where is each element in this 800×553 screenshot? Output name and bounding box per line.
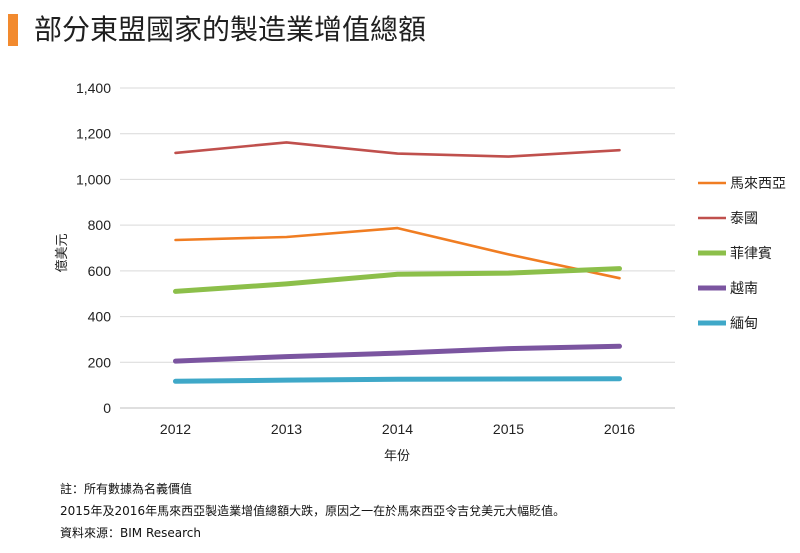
series-3-line <box>173 266 622 294</box>
y-axis-label: 億美元 <box>54 233 69 272</box>
legend-label: 越南 <box>730 280 758 296</box>
page-title: 部分東盟國家的製造業增值總額 <box>34 13 427 46</box>
note-nominal-value: 註：所有數據為名義價值 <box>60 482 193 496</box>
y-tick-label: 400 <box>88 309 112 325</box>
gridlines <box>120 87 675 409</box>
x-axis-ticks: 2012 2013 2014 2015 2016 <box>160 421 635 437</box>
legend-label: 緬甸 <box>730 315 758 331</box>
y-tick-label: 200 <box>88 354 112 370</box>
footnotes: 註：所有數據為名義價值 2015年及2016年馬來西亞製造業增值總額大跌，原因之… <box>60 478 565 544</box>
legend-label: 馬來西亞 <box>730 175 786 191</box>
series-lines <box>173 141 622 384</box>
y-tick-label: 0 <box>103 400 111 416</box>
y-tick-label: 600 <box>88 263 112 279</box>
series-2-line <box>174 141 621 158</box>
y-tick-label: 1,200 <box>76 126 111 142</box>
x-axis-label: 年份 <box>384 448 410 463</box>
x-tick-label: 2013 <box>271 421 302 437</box>
y-tick-label: 800 <box>88 217 112 233</box>
legend-label: 菲律賓 <box>730 245 772 261</box>
series-5-line <box>173 376 622 384</box>
header: 部分東盟國家的製造業增值總額 <box>0 0 800 60</box>
y-tick-label: 1,400 <box>76 80 111 96</box>
x-tick-label: 2016 <box>604 421 635 437</box>
chart-container: 0 200 400 600 800 1,000 1,200 1,400 2012 2013 201… <box>0 60 800 470</box>
y-axis-ticks: 0 200 400 600 800 1,000 1,200 1,400 <box>76 80 111 416</box>
legend-label: 泰國 <box>730 210 758 226</box>
series-1-line <box>174 226 621 280</box>
title-accent-bar <box>8 14 18 46</box>
x-tick-label: 2012 <box>160 421 191 437</box>
note-malaysia-decline: 2015年及2016年馬來西亞製造業增值總額大跌，原因之一在於馬來西亞令吉兌美元… <box>60 504 566 518</box>
series-4-line <box>173 343 622 364</box>
y-tick-label: 1,000 <box>76 171 111 187</box>
x-tick-label: 2015 <box>493 421 524 437</box>
x-tick-label: 2014 <box>382 421 413 437</box>
source-note: 資料來源：BIM Research <box>60 526 201 540</box>
